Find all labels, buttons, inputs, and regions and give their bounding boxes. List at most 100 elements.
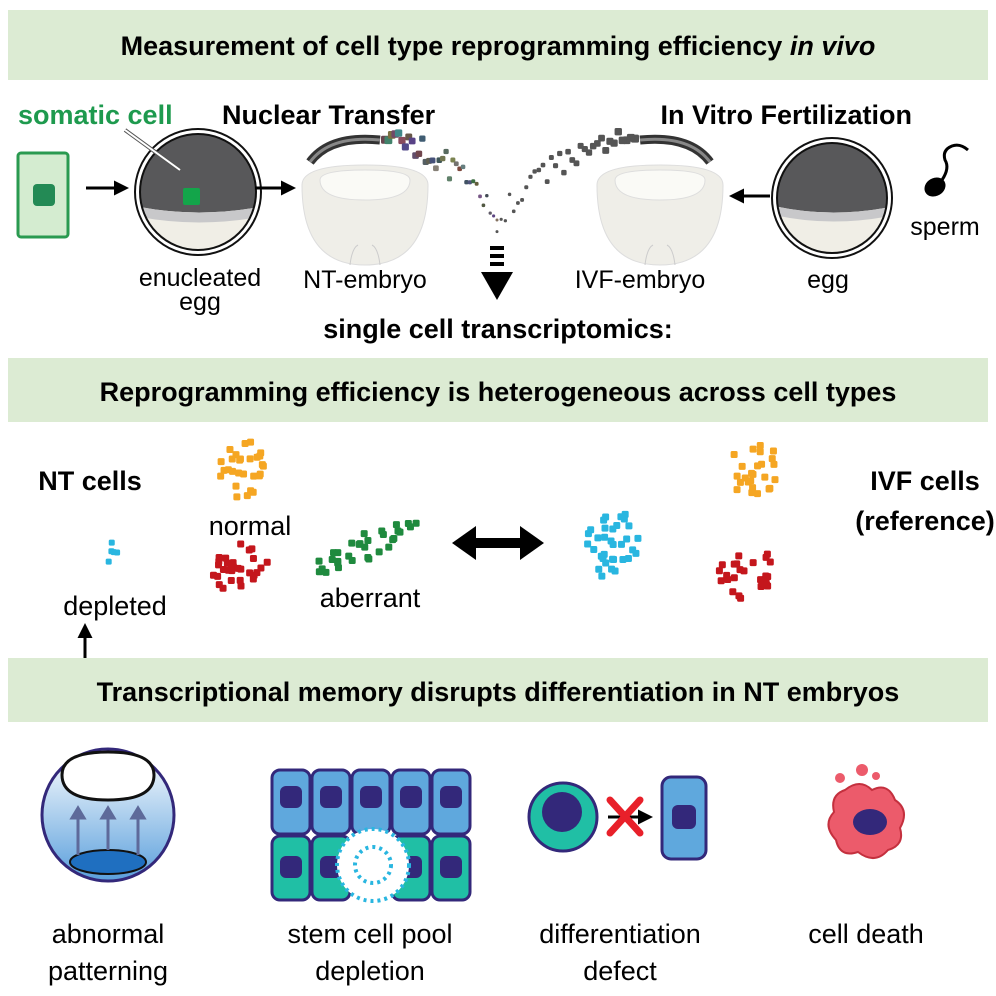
cell-point: [257, 564, 265, 572]
cell-point: [250, 571, 258, 579]
dot: [408, 137, 416, 145]
cell-point: [766, 558, 774, 566]
cell-point: [609, 555, 617, 563]
cell-point: [345, 552, 353, 560]
cell-point: [769, 447, 777, 455]
banner-2: [8, 358, 988, 422]
cell-point: [385, 543, 393, 551]
cell-point: [756, 442, 764, 450]
dot: [552, 163, 559, 169]
dot: [492, 214, 496, 218]
cell: [320, 786, 342, 808]
dot: [499, 217, 503, 221]
cell: [440, 786, 462, 808]
dot: [398, 136, 406, 145]
cell-clusters: [105, 438, 779, 602]
cell-point: [624, 555, 632, 563]
dot: [532, 169, 537, 174]
cell-point: [360, 530, 368, 538]
somatic-cell-icon: [16, 151, 70, 239]
cell-point: [236, 576, 244, 584]
dot: [528, 174, 533, 179]
cell-point: [754, 462, 762, 470]
cell-point: [322, 568, 330, 576]
cell-point: [361, 543, 369, 551]
cell-point: [256, 470, 264, 478]
cell-point: [249, 555, 257, 563]
dot: [598, 134, 605, 142]
cell-point: [730, 574, 738, 582]
cell-point: [392, 521, 400, 529]
nt-cells-label: NT cells: [38, 466, 142, 496]
banner-2-title: Reprogramming efficiency is heterogeneou…: [100, 377, 897, 407]
dot: [394, 129, 403, 137]
cell-point: [229, 467, 237, 475]
cell: [440, 856, 462, 878]
ivf-cells-label: IVF cells: [870, 466, 980, 496]
dot: [460, 164, 466, 170]
cell-point: [412, 519, 420, 527]
reference-label: (reference): [855, 506, 995, 536]
cell-point: [214, 572, 222, 580]
dot: [495, 218, 499, 222]
cell-point: [761, 473, 769, 481]
dot: [401, 143, 409, 151]
cell-point: [724, 575, 732, 583]
cell-point: [620, 515, 628, 523]
cell-point: [749, 559, 757, 567]
cell-point: [219, 565, 227, 573]
dot: [561, 169, 567, 176]
dot: [419, 135, 426, 142]
cell-point: [753, 490, 761, 498]
cell-point: [590, 545, 598, 553]
sperm-icon: [924, 143, 969, 197]
cell-point: [375, 548, 383, 556]
dot: [565, 148, 571, 155]
cell-point: [334, 564, 342, 572]
cell-point: [601, 533, 609, 541]
cell-point: [609, 541, 617, 549]
cell-point: [237, 540, 245, 548]
cell-point: [623, 535, 631, 543]
cell-point: [315, 568, 323, 576]
cell-point: [246, 455, 254, 463]
dot: [474, 181, 479, 186]
cell-point: [729, 588, 737, 596]
cell-point: [223, 559, 231, 567]
cell-point: [226, 445, 234, 453]
dot: [557, 150, 563, 157]
nt-embryo-icon: [301, 134, 429, 266]
dot: [516, 201, 520, 205]
dot: [618, 136, 627, 145]
nuclear-transfer-label: Nuclear Transfer: [222, 100, 436, 130]
cell-point: [747, 477, 755, 485]
cell-point: [364, 537, 372, 545]
cell-point: [634, 534, 642, 542]
cell-point: [771, 476, 779, 484]
banner-3-title: Transcriptional memory disrupts differen…: [97, 677, 900, 707]
bottom-label: patterning: [48, 956, 168, 986]
cell-point: [241, 439, 249, 447]
dot: [614, 127, 622, 136]
dot: [429, 157, 436, 164]
cell-point: [229, 559, 237, 567]
cell-point: [764, 582, 772, 590]
cell-point: [730, 450, 738, 458]
cell-point: [250, 472, 258, 480]
cell-point: [237, 582, 245, 590]
cell-point: [736, 566, 744, 574]
aberrant-label: aberrant: [320, 583, 421, 613]
dot: [453, 161, 459, 167]
cell-point: [715, 567, 723, 575]
dot: [524, 185, 529, 190]
cell-point: [733, 472, 741, 480]
dot: [439, 155, 446, 162]
dot: [606, 137, 614, 145]
cell-point: [595, 565, 603, 573]
dot: [464, 179, 469, 185]
cell-point: [600, 516, 608, 524]
cell: [280, 856, 302, 878]
cell-point: [110, 549, 117, 556]
dot: [507, 192, 512, 197]
